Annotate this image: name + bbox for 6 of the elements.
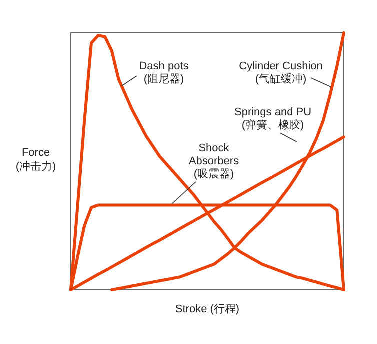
annotation: Cylinder Cushion (气缸缓冲)	[239, 60, 323, 86]
x-axis-title: Stroke (行程)	[175, 304, 240, 316]
y-axis-title: Force (冲击力)	[16, 147, 56, 173]
annotation: Dash pots (阻尼器)	[139, 60, 190, 86]
annotation: Shock Absorbers (吸震器)	[188, 142, 240, 180]
annotation: Springs and PU (弹簧、橡胶)	[234, 106, 312, 132]
